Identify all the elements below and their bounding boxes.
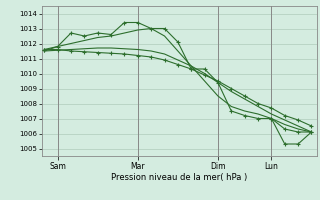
X-axis label: Pression niveau de la mer( hPa ): Pression niveau de la mer( hPa ) [111,173,247,182]
